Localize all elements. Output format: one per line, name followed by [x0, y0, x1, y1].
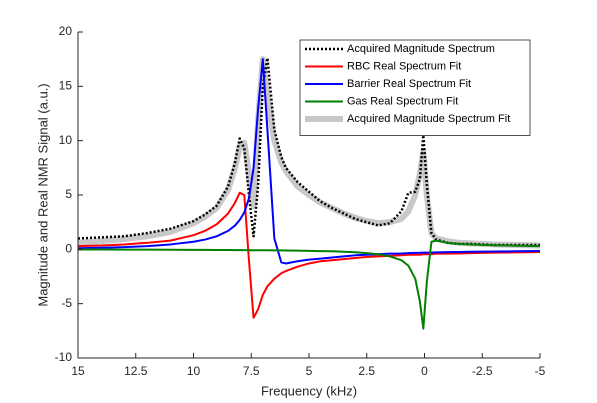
x-tick-label: 15 — [71, 364, 85, 378]
x-tick-label: -5 — [535, 364, 546, 378]
legend-label: Barrier Real Spectrum Fit — [347, 78, 471, 90]
y-tick-label: 15 — [59, 79, 73, 93]
legend-label: Acquired Magnitude Spectrum Fit — [347, 113, 510, 125]
series-line — [77, 58, 541, 265]
legend-label: RBC Real Spectrum Fit — [347, 60, 461, 72]
x-axis-label: Frequency (kHz) — [261, 383, 357, 398]
x-tick-label: 2.5 — [358, 364, 375, 378]
y-tick-label: 0 — [65, 242, 72, 256]
legend: Acquired Magnitude Spectrum RBC Real Spec… — [299, 39, 531, 136]
series-line — [78, 239, 541, 330]
series-line — [77, 191, 541, 319]
y-tick-label: -5 — [61, 296, 72, 310]
y-tick-label: 5 — [65, 187, 72, 201]
y-tick-label: -10 — [55, 350, 73, 364]
x-tick-label: 0 — [421, 364, 428, 378]
x-tick-label: 7.5 — [243, 364, 260, 378]
series-line — [77, 56, 540, 247]
x-tick-label: 10 — [187, 364, 201, 378]
y-axis-label: Magnitude and Real NMR Signal (a.u.) — [35, 83, 50, 306]
x-tick-label: 12.5 — [124, 364, 148, 378]
x-tick-label: 5 — [306, 364, 313, 378]
x-tick-label: -2.5 — [472, 364, 493, 378]
legend-label: Acquired Magnitude Spectrum — [347, 43, 495, 55]
y-tick-label: 10 — [59, 133, 73, 147]
legend-label: Gas Real Spectrum Fit — [347, 95, 458, 107]
y-tick-label: 20 — [59, 24, 73, 38]
